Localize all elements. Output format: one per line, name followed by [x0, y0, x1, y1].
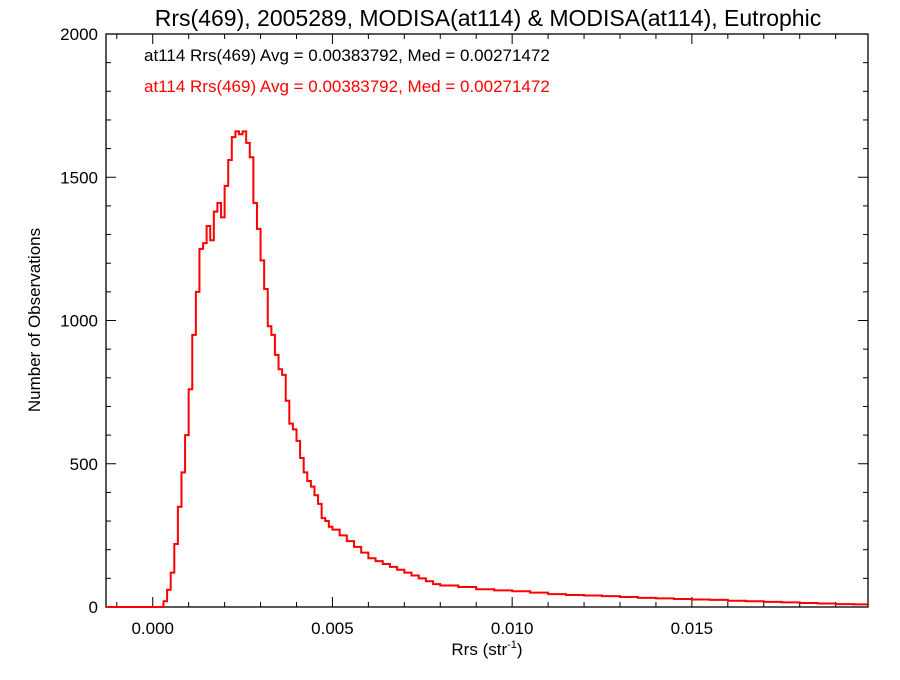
stats-annotation-black: at114 Rrs(469) Avg = 0.00383792, Med = 0…	[144, 46, 550, 65]
x-tick-label: 0.010	[491, 619, 534, 638]
y-axis-label: Number of Observations	[25, 228, 44, 412]
chart-title: Rrs(469), 2005289, MODISA(at114) & MODIS…	[155, 5, 821, 31]
x-axis-label-text: Rrs (str	[451, 640, 507, 659]
y-tick-label: 500	[70, 455, 98, 474]
y-tick-label: 0	[89, 598, 98, 617]
y-tick-label: 2000	[60, 25, 98, 44]
axis-ticks	[106, 33, 868, 608]
x-axis-label-suffix: )	[517, 640, 523, 659]
y-tick-label: 1500	[60, 168, 98, 187]
stats-annotation-red: at114 Rrs(469) Avg = 0.00383792, Med = 0…	[144, 77, 550, 96]
x-axis-label-superscript: -1	[507, 639, 517, 651]
x-axis-label: Rrs (str-1)	[451, 639, 522, 659]
histogram-series-line	[106, 130, 869, 608]
x-tick-label: 0.005	[311, 619, 354, 638]
y-tick-label: 1000	[60, 312, 98, 331]
x-tick-label: 0.015	[671, 619, 714, 638]
tick-labels: 0.000 0.005 0.010 0.015 0 500 1000 1500 2000	[60, 25, 713, 638]
x-tick-label: 0.000	[131, 619, 174, 638]
plot-frame	[105, 33, 869, 608]
